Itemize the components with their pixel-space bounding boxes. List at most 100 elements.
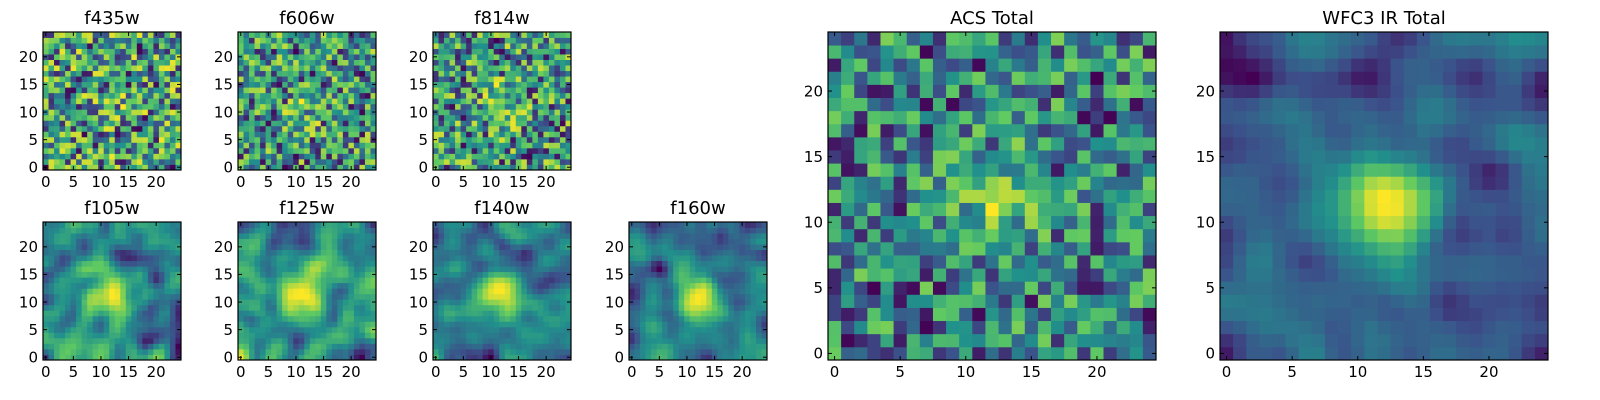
heatmap-cell bbox=[282, 114, 289, 121]
heatmap-cell bbox=[320, 343, 327, 350]
heatmap-cell bbox=[59, 48, 66, 55]
heatmap-cell bbox=[276, 315, 283, 322]
heatmap-cell bbox=[142, 244, 149, 250]
heatmap-cell bbox=[70, 315, 77, 322]
heatmap-cell bbox=[59, 125, 66, 132]
heatmap-cell bbox=[526, 98, 533, 105]
heatmap-cell bbox=[370, 249, 377, 256]
heatmap-cell bbox=[722, 277, 729, 284]
heatmap-cell bbox=[444, 142, 450, 149]
heatmap-cell bbox=[120, 343, 127, 350]
heatmap-cell bbox=[153, 103, 160, 110]
heatmap-cell bbox=[353, 244, 360, 250]
heatmap-cell bbox=[532, 304, 539, 311]
heatmap-cell bbox=[634, 227, 641, 234]
heatmap-cell bbox=[695, 266, 702, 273]
heatmap-cell bbox=[48, 142, 55, 149]
heatmap-cell bbox=[651, 227, 657, 234]
heatmap-cell bbox=[499, 76, 506, 83]
heatmap-cell bbox=[515, 109, 522, 116]
heatmap-cell bbox=[548, 70, 555, 77]
heatmap-cell bbox=[543, 293, 550, 300]
heatmap-cell bbox=[125, 304, 132, 311]
heatmap-cell bbox=[81, 37, 88, 44]
heatmap-cell bbox=[1064, 255, 1078, 269]
heatmap-cell bbox=[499, 70, 506, 77]
heatmap-cell bbox=[271, 288, 278, 295]
heatmap-cell bbox=[466, 164, 473, 171]
heatmap-cell bbox=[304, 238, 311, 245]
heatmap-cell bbox=[304, 114, 311, 121]
heatmap-cell bbox=[739, 255, 746, 262]
heatmap-cell bbox=[364, 142, 371, 149]
heatmap-cell bbox=[76, 266, 83, 273]
heatmap-cell bbox=[331, 158, 338, 165]
heatmap-cell bbox=[504, 282, 511, 289]
heatmap-cell bbox=[271, 81, 278, 88]
heatmap-cell bbox=[238, 76, 244, 83]
heatmap-cell bbox=[433, 153, 439, 160]
heatmap-cell bbox=[265, 332, 272, 339]
heatmap-cell bbox=[537, 249, 544, 256]
heatmap-cell bbox=[103, 332, 110, 339]
heatmap-cell bbox=[438, 65, 445, 72]
y-tick-label: 5 bbox=[418, 131, 428, 149]
heatmap-cell bbox=[504, 54, 511, 60]
heatmap-cell bbox=[337, 147, 344, 154]
heatmap-cell bbox=[482, 87, 489, 94]
heatmap-cell bbox=[298, 54, 305, 60]
heatmap-cell bbox=[92, 343, 99, 350]
heatmap-cell bbox=[293, 65, 300, 72]
heatmap-cell bbox=[142, 32, 149, 38]
heatmap-cell bbox=[433, 142, 439, 149]
heatmap-cell bbox=[364, 48, 371, 55]
heatmap-cell bbox=[466, 222, 473, 228]
heatmap-cell bbox=[169, 233, 176, 239]
heatmap-cell bbox=[706, 244, 713, 250]
heatmap-cell bbox=[331, 315, 338, 322]
heatmap-cell bbox=[455, 299, 461, 306]
heatmap-cell bbox=[326, 131, 333, 138]
heatmap-cell bbox=[565, 147, 572, 154]
heatmap-cell bbox=[515, 227, 522, 234]
heatmap-cell bbox=[755, 293, 762, 300]
heatmap-cell bbox=[640, 244, 646, 250]
heatmap-cell bbox=[548, 164, 555, 171]
heatmap-cell bbox=[515, 147, 522, 154]
heatmap-cell bbox=[136, 136, 143, 143]
heatmap-cell bbox=[81, 271, 88, 278]
heatmap-cell bbox=[733, 293, 740, 300]
heatmap-cell bbox=[70, 227, 77, 234]
heatmap-cell bbox=[43, 147, 49, 154]
heatmap-cell bbox=[433, 59, 439, 66]
heatmap-cell bbox=[164, 244, 171, 250]
heatmap-cell bbox=[1037, 346, 1052, 361]
heatmap-cell bbox=[521, 120, 528, 127]
heatmap-cell bbox=[287, 43, 294, 49]
heatmap-cell bbox=[98, 92, 105, 99]
heatmap-cell bbox=[348, 288, 355, 295]
heatmap-cell bbox=[348, 343, 355, 350]
heatmap-cell bbox=[120, 142, 127, 149]
heatmap-cell bbox=[548, 98, 555, 105]
heatmap-cell bbox=[249, 227, 255, 234]
heatmap-cell bbox=[76, 147, 83, 154]
heatmap-cell bbox=[92, 59, 99, 66]
heatmap-cell bbox=[120, 255, 127, 262]
heatmap-cell bbox=[326, 348, 333, 355]
heatmap-cell bbox=[466, 114, 473, 121]
heatmap-cell bbox=[444, 222, 450, 228]
heatmap-cell bbox=[667, 266, 674, 273]
heatmap-cell bbox=[136, 271, 143, 278]
heatmap-cell bbox=[249, 233, 255, 239]
heatmap-cell bbox=[867, 241, 881, 256]
heatmap-cell bbox=[175, 98, 182, 105]
heatmap-cell bbox=[1103, 202, 1118, 217]
heatmap-cell bbox=[537, 354, 544, 361]
heatmap-cell bbox=[880, 150, 894, 164]
heatmap-cell bbox=[342, 109, 349, 116]
heatmap-cell bbox=[43, 153, 49, 160]
heatmap-cell bbox=[136, 92, 143, 99]
heatmap-cell bbox=[65, 293, 71, 300]
heatmap-cell bbox=[348, 249, 355, 256]
